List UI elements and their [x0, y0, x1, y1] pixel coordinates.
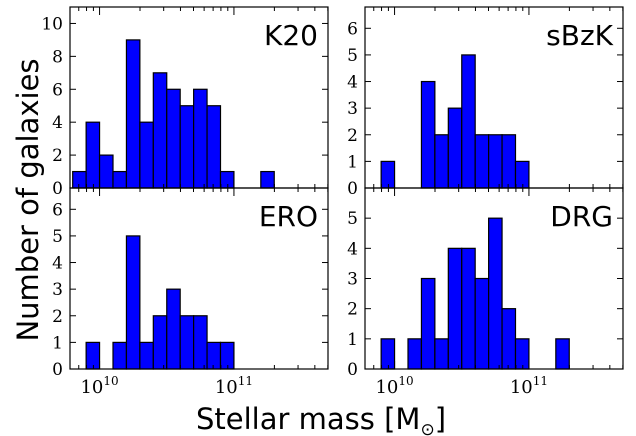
y-tick-label: 0	[52, 360, 63, 380]
bar	[72, 170, 87, 189]
y-tick-label: 1	[52, 333, 63, 353]
bar	[420, 277, 436, 370]
y-tick-label: 6	[52, 80, 63, 100]
bar	[139, 341, 154, 370]
bar	[166, 288, 181, 370]
bar	[219, 170, 235, 189]
bar	[420, 80, 436, 189]
x-tick-label: 1011	[510, 374, 548, 398]
x-axis-title-subscript: ⊙	[420, 420, 434, 436]
bar	[152, 315, 168, 370]
bar	[461, 54, 476, 189]
panel-drg: 0 1 2 3 4 5 1010 1011 DRG	[347, 187, 624, 398]
bar	[85, 341, 101, 370]
bar	[488, 217, 503, 370]
x-axis-title-main: Stellar mass [M	[196, 402, 420, 436]
y-tick-label: 2	[347, 126, 358, 146]
bar	[514, 160, 530, 189]
y-tick-label: 5	[52, 227, 63, 247]
bar	[514, 338, 530, 370]
bar	[447, 247, 463, 370]
panel-k20: 0 2 4 6 8 10 K20	[41, 6, 329, 199]
bar	[434, 134, 449, 189]
y-tick-label: 0	[52, 179, 63, 199]
bar	[461, 247, 476, 370]
y-tick-label: 4	[52, 254, 63, 274]
bar	[474, 277, 490, 370]
panel-label: sBzK	[546, 19, 613, 52]
y-tick-label: 4	[52, 113, 63, 133]
panel-label: K20	[264, 19, 318, 52]
bar	[447, 107, 463, 189]
bar	[152, 72, 168, 189]
x-tick-label: 1010	[80, 374, 118, 398]
y-tick-label: 5	[347, 209, 358, 229]
y-tick-label: 0	[347, 360, 358, 380]
panel-sbzk: 0 1 2 3 4 5 6 sBzK	[347, 6, 624, 199]
panel-label: ERO	[259, 200, 318, 233]
y-tick-label: 2	[347, 300, 358, 320]
bar	[193, 88, 208, 189]
y-tick-label: 6	[347, 19, 358, 39]
bar	[260, 170, 275, 189]
bar	[112, 170, 128, 189]
bar	[139, 121, 154, 189]
x-axis-title-close: ]	[435, 402, 446, 436]
bar	[380, 160, 396, 189]
bar	[112, 341, 128, 370]
bar	[474, 134, 490, 189]
y-tick-label: 1	[347, 330, 358, 350]
y-tick-label: 2	[52, 307, 63, 327]
y-tick-label: 0	[347, 179, 358, 199]
bar	[193, 315, 208, 370]
y-tick-label: 4	[347, 239, 358, 259]
y-tick-label: 1	[347, 152, 358, 172]
panel-label: DRG	[550, 200, 613, 233]
y-tick-label: 4	[347, 73, 358, 93]
x-tick-label: 1010	[375, 374, 413, 398]
bar	[125, 39, 141, 189]
y-tick-label: 3	[52, 280, 63, 300]
bar	[98, 154, 114, 189]
bar	[555, 338, 570, 370]
bar	[206, 105, 222, 189]
y-tick-label: 8	[52, 47, 63, 67]
bar	[501, 308, 517, 370]
y-tick-label: 3	[347, 99, 358, 119]
bar	[488, 134, 503, 189]
bar	[166, 88, 181, 189]
y-tick-label: 5	[347, 46, 358, 66]
y-axis-title: Number of galaxies	[11, 58, 45, 341]
bar	[434, 338, 449, 370]
x-axis-title: Stellar mass [M⊙]	[196, 402, 446, 436]
axes-frame	[69, 187, 329, 370]
y-tick-label: 3	[347, 270, 358, 290]
x-tick-label: 1011	[215, 374, 253, 398]
bar	[501, 134, 517, 189]
y-tick-label: 6	[52, 200, 63, 220]
bar	[407, 338, 423, 370]
bar	[179, 315, 195, 370]
bar	[219, 341, 235, 370]
bar	[179, 105, 195, 189]
panel-ero: 0 1 2 3 4 5 6 1010 1011 ERO	[52, 187, 329, 398]
y-tick-label: 10	[41, 14, 63, 34]
bar	[85, 121, 101, 189]
bar	[206, 341, 222, 370]
bar	[380, 338, 396, 370]
y-tick-label: 2	[52, 146, 63, 166]
bar	[125, 235, 141, 370]
